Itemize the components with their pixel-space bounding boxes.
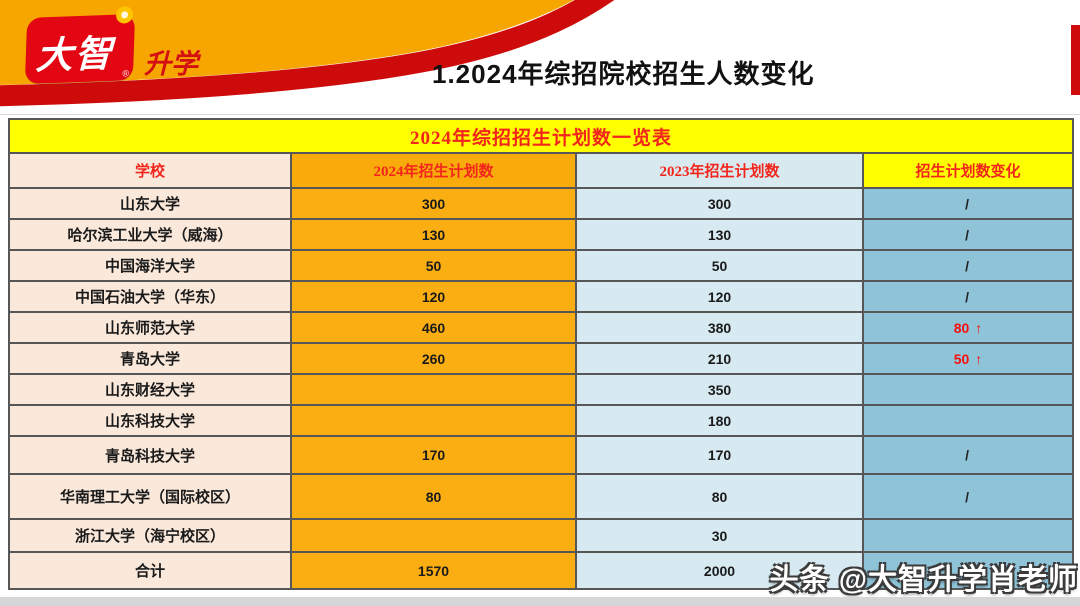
- school-name-cell: 中国石油大学（华东）: [8, 280, 292, 313]
- header-banner: 大智 ® 升学 1.2024年综招院校招生人数变化: [0, 0, 1080, 115]
- school-name-cell: 华南理工大学（国际校区）: [8, 473, 292, 520]
- change-cell: [861, 373, 1075, 406]
- plan-2024-cell: 300: [290, 187, 577, 220]
- table-row: 山东大学 300 300 /: [8, 187, 1075, 220]
- table-row: 浙江大学（海宁校区） 30: [8, 518, 1075, 553]
- table-row: 山东师范大学 460 380 80 ↑: [8, 311, 1075, 344]
- change-value: 80: [953, 319, 970, 336]
- dazhi-logo: 大智 ®: [24, 6, 136, 84]
- school-name-cell: 青岛科技大学: [8, 435, 292, 475]
- change-value: /: [965, 195, 969, 212]
- plan-2024-cell: [290, 404, 577, 437]
- change-cell: [861, 551, 1075, 590]
- up-arrow-icon: ↑: [975, 319, 983, 336]
- plan-2023-cell: 180: [575, 404, 864, 437]
- table-row: 山东财经大学 350: [8, 373, 1075, 406]
- table-row: 华南理工大学（国际校区） 80 80 /: [8, 473, 1075, 520]
- school-name-cell: 合计: [8, 551, 292, 590]
- sun-icon: [115, 6, 134, 24]
- school-name-cell: 山东师范大学: [8, 311, 292, 344]
- school-name-cell: 哈尔滨工业大学（威海）: [8, 218, 292, 251]
- plan-2024-cell: 1570: [290, 551, 577, 590]
- plan-2024-cell: 50: [290, 249, 577, 282]
- plan-2023-cell: 30: [575, 518, 864, 553]
- table-row: 哈尔滨工业大学（威海） 130 130 /: [8, 218, 1075, 251]
- school-name-cell: 山东财经大学: [8, 373, 292, 406]
- col-header-change: 招生计划数变化: [861, 152, 1075, 189]
- school-name-cell: 青岛大学: [8, 342, 292, 375]
- logo-subtext: 升学: [144, 49, 198, 79]
- school-name-cell: 山东科技大学: [8, 404, 292, 437]
- plan-2024-cell: 170: [290, 435, 577, 475]
- change-value: 50: [953, 350, 970, 367]
- logo-text: 大智: [35, 33, 115, 78]
- change-cell: /: [861, 435, 1075, 475]
- plan-2024-cell: 130: [290, 218, 577, 251]
- banner-swoosh-graphic: [0, 0, 1080, 107]
- watermark: 头条 @大智升学肖老师: [769, 564, 1078, 596]
- plan-2023-cell: 210: [575, 342, 864, 375]
- change-cell: /: [861, 249, 1075, 282]
- table-row: 青岛大学 260 210 50 ↑: [8, 342, 1075, 375]
- table-row: 山东科技大学 180: [8, 404, 1075, 437]
- plan-2023-cell: 380: [575, 311, 864, 344]
- school-name-cell: 中国海洋大学: [8, 249, 292, 282]
- plan-2023-cell: 80: [575, 473, 864, 520]
- plan-2023-cell: 2000: [575, 551, 864, 590]
- enrollment-table-wrapper: 2024年综招招生计划数一览表 学校 2024年招生计划数 2023年招生计划数…: [7, 118, 1075, 590]
- plan-2023-cell: 170: [575, 435, 864, 475]
- plan-2024-cell: 460: [290, 311, 577, 344]
- plan-2023-cell: 50: [575, 249, 864, 282]
- plan-2023-cell: 300: [575, 187, 864, 220]
- col-header-school: 学校: [8, 152, 292, 189]
- enrollment-table: 2024年综招招生计划数一览表 学校 2024年招生计划数 2023年招生计划数…: [7, 118, 1075, 590]
- change-cell: [861, 518, 1075, 553]
- change-value: /: [965, 288, 969, 305]
- change-cell: 80 ↑: [861, 311, 1075, 344]
- change-value: /: [965, 257, 969, 274]
- change-value: /: [965, 447, 969, 463]
- school-name-cell: 山东大学: [8, 187, 292, 220]
- col-header-plan-2024: 2024年招生计划数: [290, 152, 577, 189]
- table-header-row: 学校 2024年招生计划数 2023年招生计划数 招生计划数变化: [8, 152, 1075, 189]
- table-row: 中国石油大学（华东） 120 120 /: [8, 280, 1075, 313]
- registered-mark: ®: [122, 68, 130, 79]
- change-cell: /: [861, 218, 1075, 251]
- plan-2024-cell: 80: [290, 473, 577, 520]
- table-title: 2024年综招招生计划数一览表: [7, 118, 1075, 154]
- up-arrow-icon: ↑: [975, 350, 983, 367]
- change-value: /: [965, 226, 969, 243]
- table-row: 合计 1570 2000: [8, 551, 1075, 590]
- table-row: 中国海洋大学 50 50 /: [8, 249, 1075, 282]
- table-title-row: 2024年综招招生计划数一览表: [7, 118, 1075, 154]
- change-cell: /: [861, 473, 1075, 520]
- change-value: /: [965, 488, 969, 505]
- table-body: 山东大学 300 300 / 哈尔滨工业大学（威海） 130 130 / 中国海…: [8, 187, 1075, 590]
- change-cell: [861, 404, 1075, 437]
- plan-2024-cell: 260: [290, 342, 577, 375]
- plan-2024-cell: [290, 518, 577, 553]
- page-title: 1.2024年综招院校招生人数变化: [432, 59, 815, 89]
- plan-2023-cell: 130: [575, 218, 864, 251]
- change-cell: /: [861, 187, 1075, 220]
- plan-2024-cell: 120: [290, 280, 577, 313]
- table-row: 青岛科技大学 170 170 /: [8, 435, 1075, 475]
- plan-2023-cell: 350: [575, 373, 864, 406]
- bottom-edge-strip: [0, 597, 1080, 606]
- change-cell: 50 ↑: [861, 342, 1075, 375]
- plan-2024-cell: [290, 373, 577, 406]
- plan-2023-cell: 120: [575, 280, 864, 313]
- col-header-plan-2023: 2023年招生计划数: [575, 152, 864, 189]
- change-cell: /: [861, 280, 1075, 313]
- school-name-cell: 浙江大学（海宁校区）: [8, 518, 292, 553]
